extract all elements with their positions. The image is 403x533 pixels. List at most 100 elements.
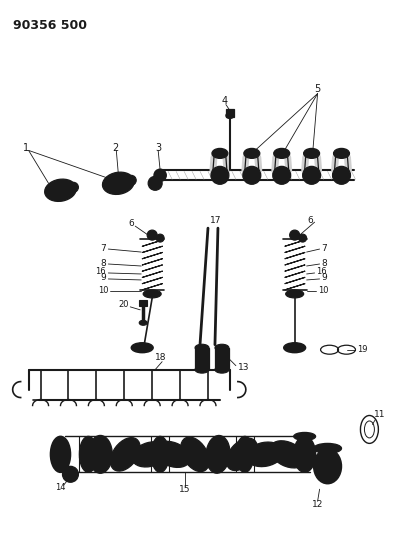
Text: 6: 6 [128, 219, 134, 228]
Ellipse shape [284, 343, 305, 353]
Circle shape [126, 175, 136, 185]
Ellipse shape [303, 148, 320, 158]
Circle shape [216, 171, 224, 179]
Circle shape [243, 166, 261, 184]
Circle shape [290, 230, 300, 240]
Ellipse shape [118, 447, 132, 462]
Text: 15: 15 [179, 484, 191, 494]
Text: 16: 16 [96, 268, 106, 277]
Ellipse shape [211, 447, 225, 462]
Text: 12: 12 [312, 499, 323, 508]
Ellipse shape [258, 447, 272, 462]
Ellipse shape [154, 169, 166, 181]
Text: 2: 2 [112, 143, 118, 154]
Circle shape [332, 166, 351, 184]
Ellipse shape [236, 437, 254, 472]
Text: 20: 20 [118, 301, 129, 309]
Bar [215, 348, 229, 370]
Ellipse shape [139, 320, 147, 325]
Ellipse shape [281, 447, 295, 462]
Circle shape [52, 446, 69, 462]
Circle shape [156, 234, 164, 242]
Text: 7: 7 [322, 244, 327, 253]
Text: 9: 9 [100, 273, 106, 282]
Bar [195, 348, 209, 370]
Circle shape [299, 234, 307, 242]
Circle shape [248, 171, 256, 179]
Ellipse shape [314, 449, 341, 484]
Text: 11: 11 [374, 410, 386, 419]
Circle shape [54, 183, 67, 197]
Ellipse shape [195, 344, 209, 351]
Text: 10: 10 [98, 286, 109, 295]
Text: 3: 3 [155, 143, 161, 154]
Bar [226, 109, 234, 117]
Ellipse shape [270, 441, 305, 468]
Circle shape [278, 171, 286, 179]
Ellipse shape [79, 437, 98, 472]
Ellipse shape [165, 447, 179, 462]
Ellipse shape [131, 343, 153, 353]
Text: 4: 4 [222, 95, 228, 106]
Ellipse shape [215, 366, 229, 373]
Ellipse shape [50, 437, 71, 472]
Text: 17: 17 [210, 216, 222, 225]
Ellipse shape [181, 437, 209, 472]
Ellipse shape [215, 344, 229, 351]
Text: 9: 9 [322, 273, 327, 282]
Text: 14: 14 [56, 483, 66, 492]
Ellipse shape [226, 438, 258, 471]
Ellipse shape [110, 438, 140, 471]
Text: 19: 19 [357, 345, 368, 354]
Ellipse shape [195, 366, 209, 373]
Ellipse shape [294, 432, 316, 440]
Circle shape [338, 171, 345, 179]
Ellipse shape [244, 148, 260, 158]
Text: 13: 13 [238, 363, 249, 372]
Ellipse shape [102, 172, 134, 195]
Circle shape [66, 470, 75, 478]
Circle shape [115, 180, 122, 187]
Ellipse shape [274, 148, 290, 158]
Ellipse shape [143, 447, 157, 462]
Ellipse shape [143, 290, 161, 298]
Circle shape [152, 180, 158, 186]
Circle shape [57, 187, 64, 194]
Text: 8: 8 [322, 259, 327, 268]
Circle shape [303, 166, 321, 184]
Ellipse shape [151, 437, 169, 472]
Text: 16: 16 [316, 268, 326, 277]
Ellipse shape [286, 290, 303, 298]
Ellipse shape [206, 435, 230, 473]
Ellipse shape [154, 441, 190, 467]
Ellipse shape [132, 442, 169, 467]
Ellipse shape [93, 447, 107, 462]
Circle shape [273, 166, 291, 184]
Ellipse shape [212, 148, 228, 158]
Ellipse shape [226, 112, 234, 118]
Text: 10: 10 [318, 286, 328, 295]
Circle shape [211, 166, 229, 184]
Ellipse shape [294, 437, 316, 472]
Text: 7: 7 [100, 244, 106, 253]
Ellipse shape [188, 447, 202, 462]
Text: 1: 1 [23, 143, 29, 154]
Text: 90356 500: 90356 500 [12, 19, 87, 32]
Ellipse shape [88, 435, 112, 473]
Text: 18: 18 [155, 353, 167, 362]
Circle shape [69, 182, 79, 192]
Ellipse shape [334, 148, 349, 158]
Text: 8: 8 [100, 259, 106, 268]
Circle shape [148, 176, 162, 190]
Text: 5: 5 [315, 84, 321, 94]
Bar [139, 300, 147, 306]
Ellipse shape [45, 179, 76, 201]
Ellipse shape [246, 442, 283, 466]
Ellipse shape [235, 447, 249, 462]
Ellipse shape [314, 443, 341, 454]
Circle shape [307, 171, 316, 179]
Text: 6: 6 [307, 216, 314, 225]
Circle shape [147, 230, 157, 240]
Circle shape [111, 176, 125, 190]
Circle shape [62, 466, 79, 482]
